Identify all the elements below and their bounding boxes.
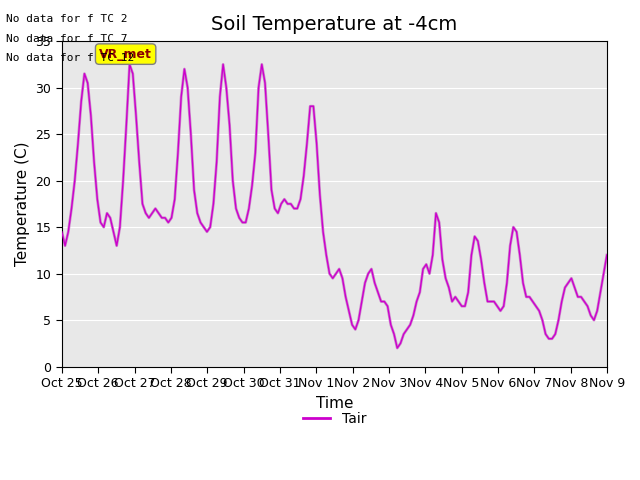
Title: Soil Temperature at -4cm: Soil Temperature at -4cm	[211, 15, 458, 34]
Text: No data for f TC 2: No data for f TC 2	[6, 14, 128, 24]
Legend: Tair: Tair	[297, 406, 372, 432]
Text: No data for f TC 12: No data for f TC 12	[6, 53, 134, 63]
Text: No data for f TC 7: No data for f TC 7	[6, 34, 128, 44]
X-axis label: Time: Time	[316, 396, 353, 410]
Text: VR_met: VR_met	[99, 48, 152, 60]
Y-axis label: Temperature (C): Temperature (C)	[15, 142, 30, 266]
